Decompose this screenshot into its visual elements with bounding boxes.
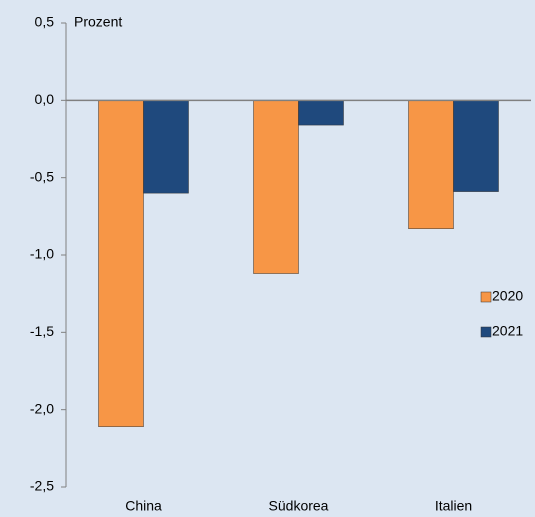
y-tick-label: -1,0 [30,246,54,262]
y-tick-label: -0,5 [30,168,54,184]
y-axis-label: Prozent [74,14,122,30]
bar [453,100,499,192]
y-tick-label: -1,5 [30,323,54,339]
x-tick-label: China [125,498,162,514]
bar [98,100,144,427]
x-tick-label: Südkorea [269,498,329,514]
legend-label: 2021 [492,323,523,339]
y-tick-label: -2,5 [30,478,54,494]
y-tick-label: -2,0 [30,400,54,416]
legend-swatch [480,326,492,338]
bar [408,100,454,229]
legend-swatch [480,291,492,303]
x-tick-label: Italien [435,498,472,514]
y-tick-label: 0,0 [35,91,55,107]
y-tick-label: 0,5 [35,14,55,30]
bar [143,100,189,194]
legend-label: 2020 [492,288,523,304]
bar [298,100,344,126]
bar [253,100,299,274]
